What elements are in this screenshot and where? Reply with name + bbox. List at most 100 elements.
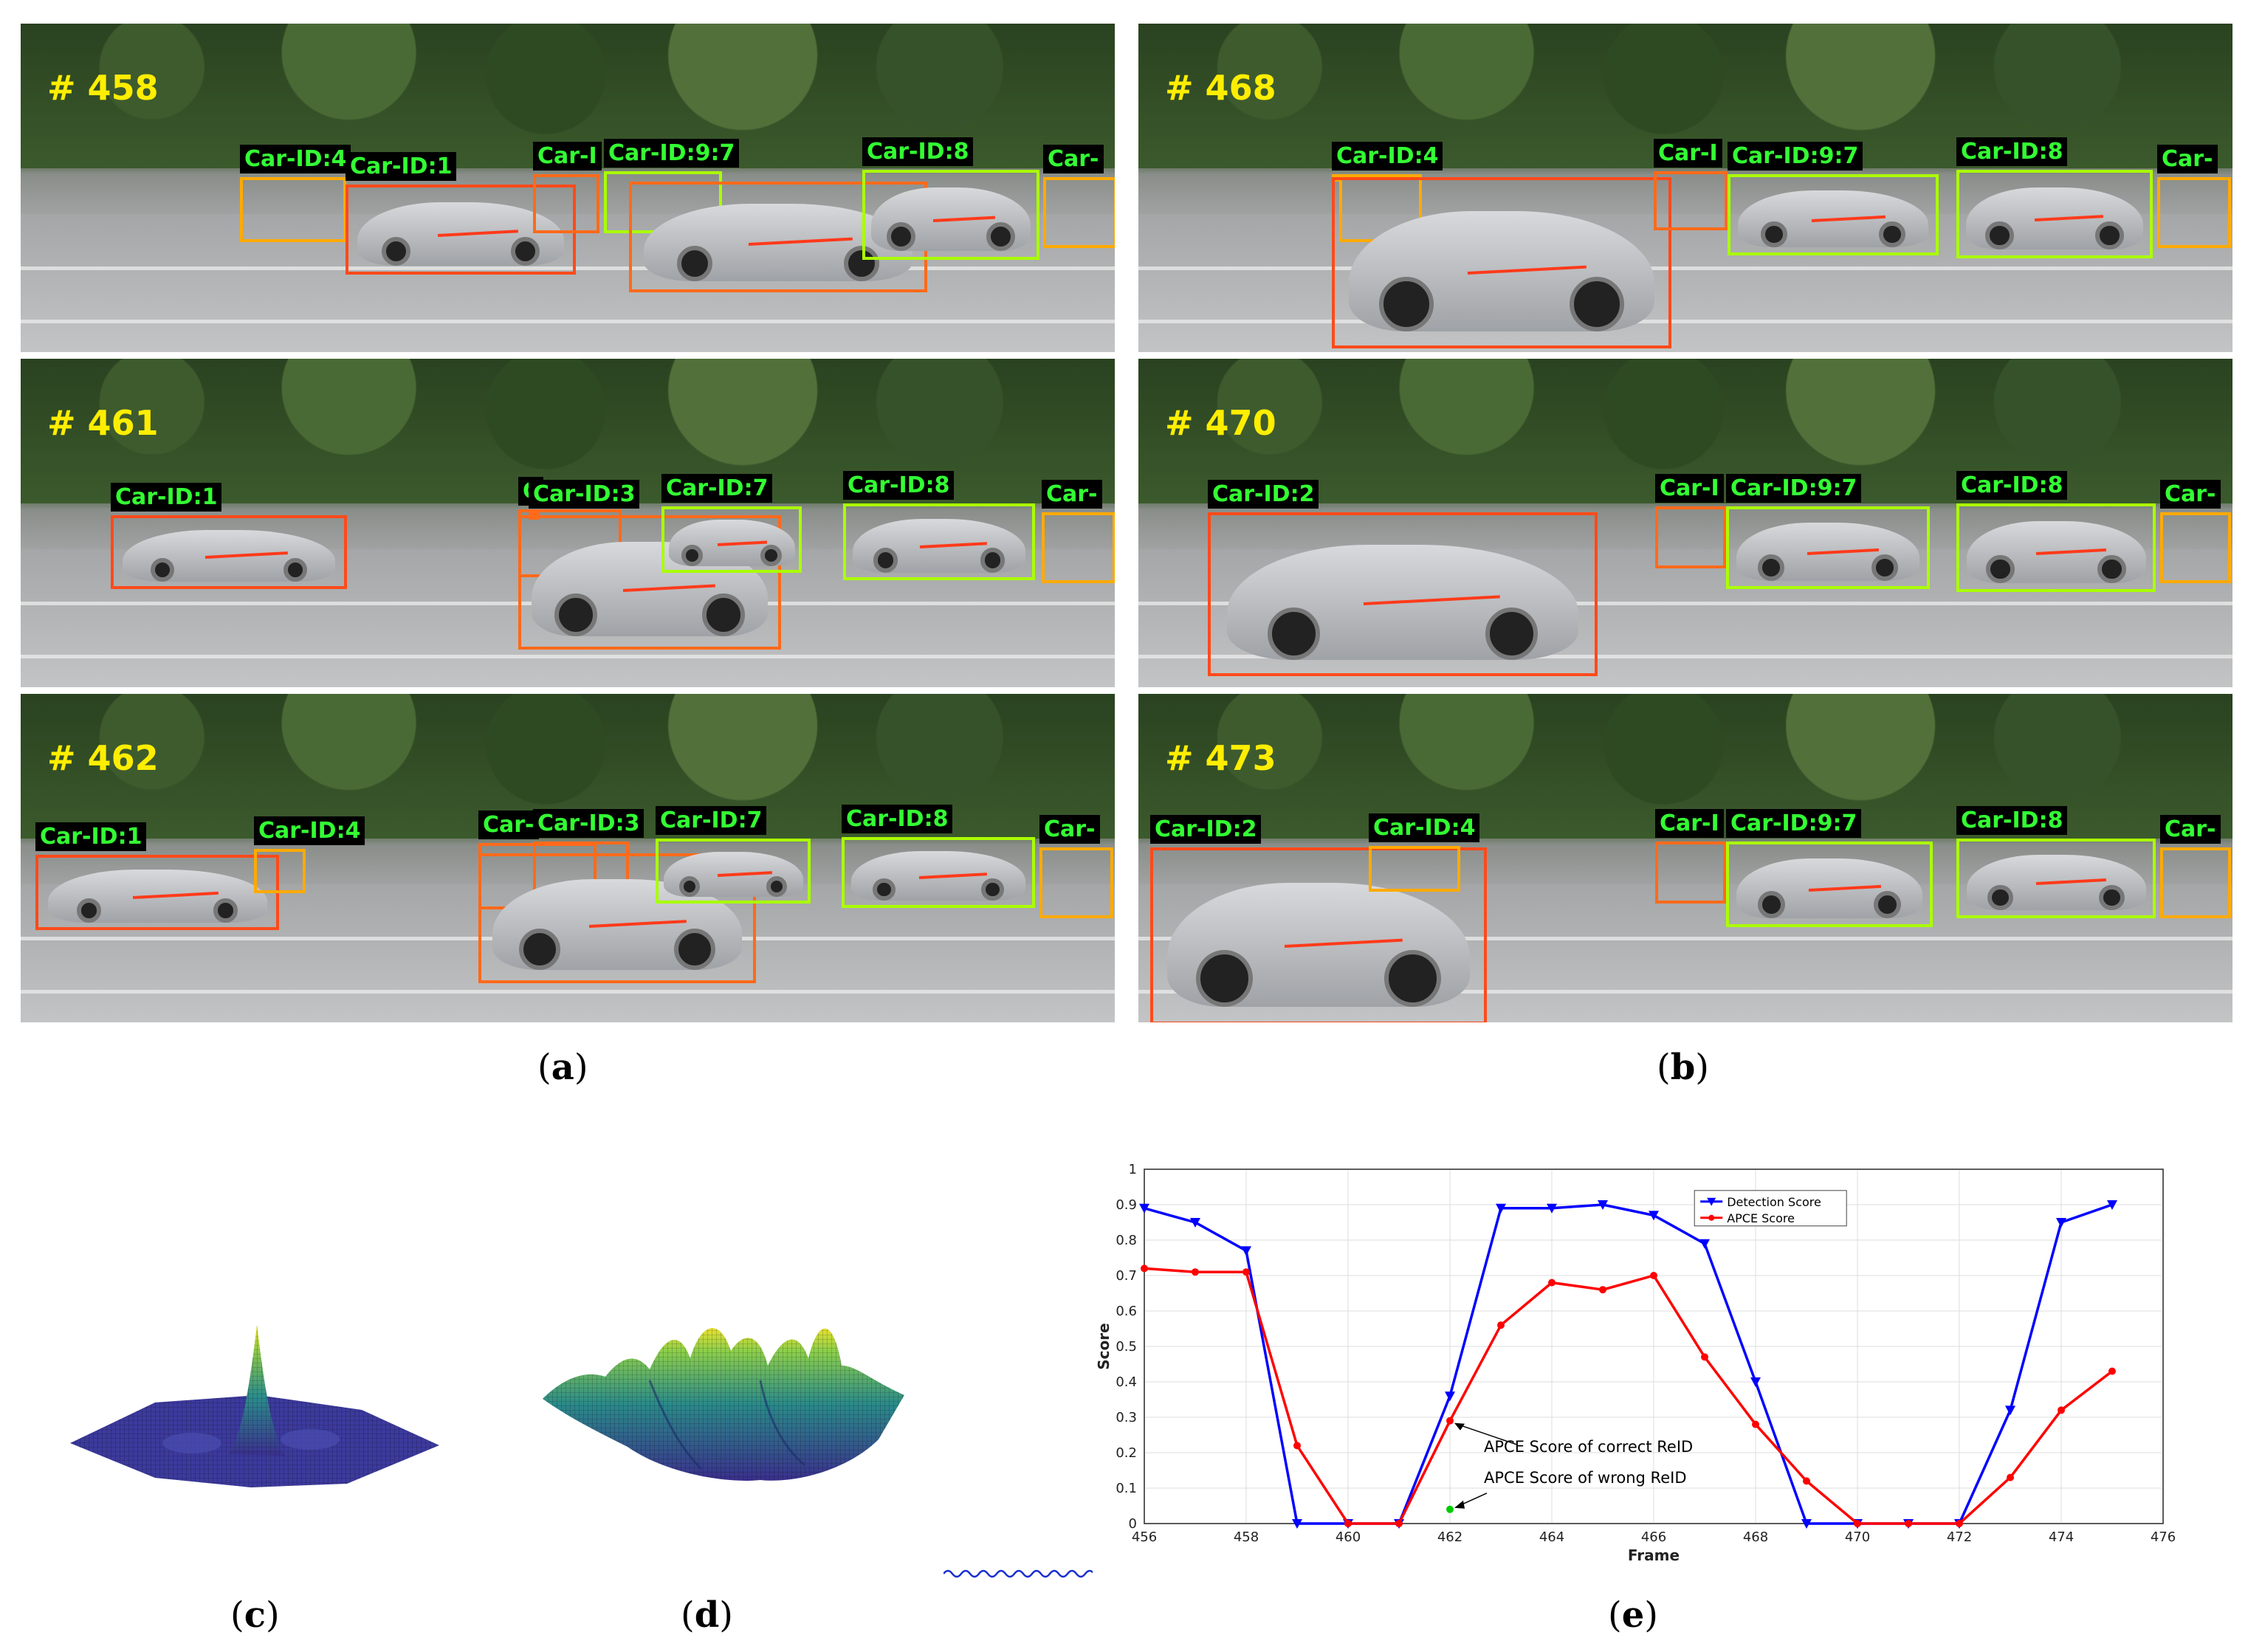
tracking-frame-2: # 461Car-ID:1CCar-ID:3Car-ID:7Car-ID:8Ca… (21, 359, 1115, 687)
car-wheel (1987, 884, 2013, 911)
frame-number: # 473 (1165, 738, 1276, 778)
car-id-label: Car-ID:1 (111, 483, 222, 512)
tracking-box (1726, 842, 1933, 927)
tracking-box (240, 177, 346, 242)
data-point (1750, 1377, 1761, 1387)
tracking-box (111, 515, 347, 589)
y-tick-label: 0 (1129, 1516, 1137, 1532)
car-id-label: Car-I (1655, 474, 1724, 503)
tracking-box (1655, 506, 1726, 568)
car-wheel (2097, 554, 2126, 583)
car-id-label: Car-ID:9:7 (1726, 809, 1862, 838)
car-wheel (873, 878, 896, 901)
car-wheel (1569, 276, 1624, 331)
lane-marking (1138, 937, 2232, 941)
annotation-arrowhead (1454, 1500, 1465, 1509)
lane-marking (1138, 602, 2232, 606)
data-point (1599, 1286, 1606, 1294)
car-id-label: Car- (1042, 480, 1102, 509)
car-wheel (554, 593, 598, 636)
lane-marking (21, 319, 1115, 323)
car-wheel (676, 246, 712, 281)
car-id-label: Car-ID:8 (1956, 471, 2068, 500)
car-id-label: Car- (2157, 145, 2218, 173)
label-c: (c) (230, 1594, 280, 1636)
car-id-label: Car-ID:7 (656, 806, 767, 835)
data-point (1241, 1246, 1251, 1256)
tracking-frame-0: # 458 Car-ID:4 Car-ID:1 Car-I Car-ID:9:7 Car-… (21, 24, 1115, 352)
y-tick-label: 0.6 (1116, 1304, 1137, 1319)
lane-marking (21, 654, 1115, 658)
car-wheel (1379, 276, 1434, 331)
x-tick-label: 470 (1845, 1529, 1870, 1545)
response-map-correct (70, 1325, 439, 1487)
data-point (2108, 1367, 2116, 1375)
car-wheel (1757, 554, 1784, 581)
x-tick-label: 460 (1336, 1529, 1361, 1545)
car-id-label: Car-I (1655, 809, 1724, 838)
tracking-box (2160, 512, 2231, 583)
legend-marker (1708, 1214, 1715, 1221)
tracking-box (2157, 177, 2231, 248)
data-point (1292, 1519, 1302, 1529)
legend-label: Detection Score (1727, 1195, 1821, 1209)
car-wheel (382, 236, 411, 266)
data-point (1905, 1520, 1912, 1527)
car-id-label: Car-ID:8 (843, 471, 955, 500)
car-wheel (701, 593, 745, 636)
x-tick-label: 464 (1539, 1529, 1564, 1545)
annotation-text: APCE Score of wrong ReID (1484, 1469, 1687, 1487)
tracking-box (1039, 847, 1113, 918)
car-wheel (873, 548, 898, 573)
x-tick-label: 458 (1234, 1529, 1259, 1545)
tracking-box (1150, 847, 1487, 1022)
tracking-box (1043, 177, 1115, 248)
car-id-label: Car-ID:8 (862, 137, 974, 166)
car-wheel (283, 558, 307, 582)
tracking-box (1728, 174, 1939, 255)
wavy-line (943, 1569, 1093, 1578)
y-axis-label: Score (1095, 1323, 1113, 1369)
tracking-box (254, 849, 306, 893)
data-point (1242, 1268, 1250, 1276)
data-point (2056, 1218, 2066, 1228)
x-tick-label: 474 (2049, 1529, 2074, 1545)
car-wheel (1267, 607, 1320, 660)
car-id-label: Car-ID:8 (1956, 137, 2068, 166)
data-point (1548, 1278, 1556, 1287)
car-id-label: Car-ID:9:7 (1726, 474, 1862, 503)
tracking-box (1956, 503, 2156, 592)
car-wheel (2095, 221, 2124, 249)
data-point (1854, 1520, 1861, 1527)
car-id-label: Car-ID:4 (1332, 142, 1443, 171)
tracking-box (1332, 177, 1671, 348)
legend-marker (1707, 1197, 1716, 1206)
tracking-box (478, 853, 756, 983)
tracking-box (1655, 842, 1726, 904)
tracking-frame-5: # 473 Car-ID:2 Car-ID:4 Car-I Car-ID:9:7 Car-… (1138, 694, 2232, 1022)
label-e: (e) (1608, 1594, 1659, 1636)
y-tick-label: 0.9 (1116, 1197, 1137, 1213)
car-id-label: Car-ID:4 (240, 145, 351, 173)
car-wheel (1879, 221, 1905, 247)
car-id-label: Car-ID:7 (661, 474, 773, 503)
car-id-label: Car-ID:9:7 (604, 139, 740, 168)
data-point (1803, 1477, 1810, 1485)
x-axis-label: Frame (1628, 1546, 1680, 1564)
data-point (2005, 1405, 2015, 1416)
car-id-label: Car- (478, 810, 539, 839)
plot-frame (1144, 1169, 2164, 1524)
car-id-label: Car- (2160, 480, 2221, 509)
score-chart: 456 458 460 462 464 466 468 470 472 474 476 0 0.1 0.2… (1095, 1162, 2176, 1564)
tracking-box (842, 837, 1035, 908)
x-tick-label: 466 (1641, 1529, 1666, 1545)
car-wheel (1873, 891, 1901, 919)
lane-marking (1138, 266, 2232, 271)
tracking-box (656, 839, 811, 904)
car-id-label: Car-ID:4 (1369, 813, 1480, 842)
frame-number: # 468 (1165, 68, 1276, 108)
data-point (1190, 1218, 1200, 1228)
tracking-box (862, 170, 1039, 260)
frame-number: # 461 (47, 403, 159, 443)
car-id-label: Car-I (533, 142, 602, 171)
